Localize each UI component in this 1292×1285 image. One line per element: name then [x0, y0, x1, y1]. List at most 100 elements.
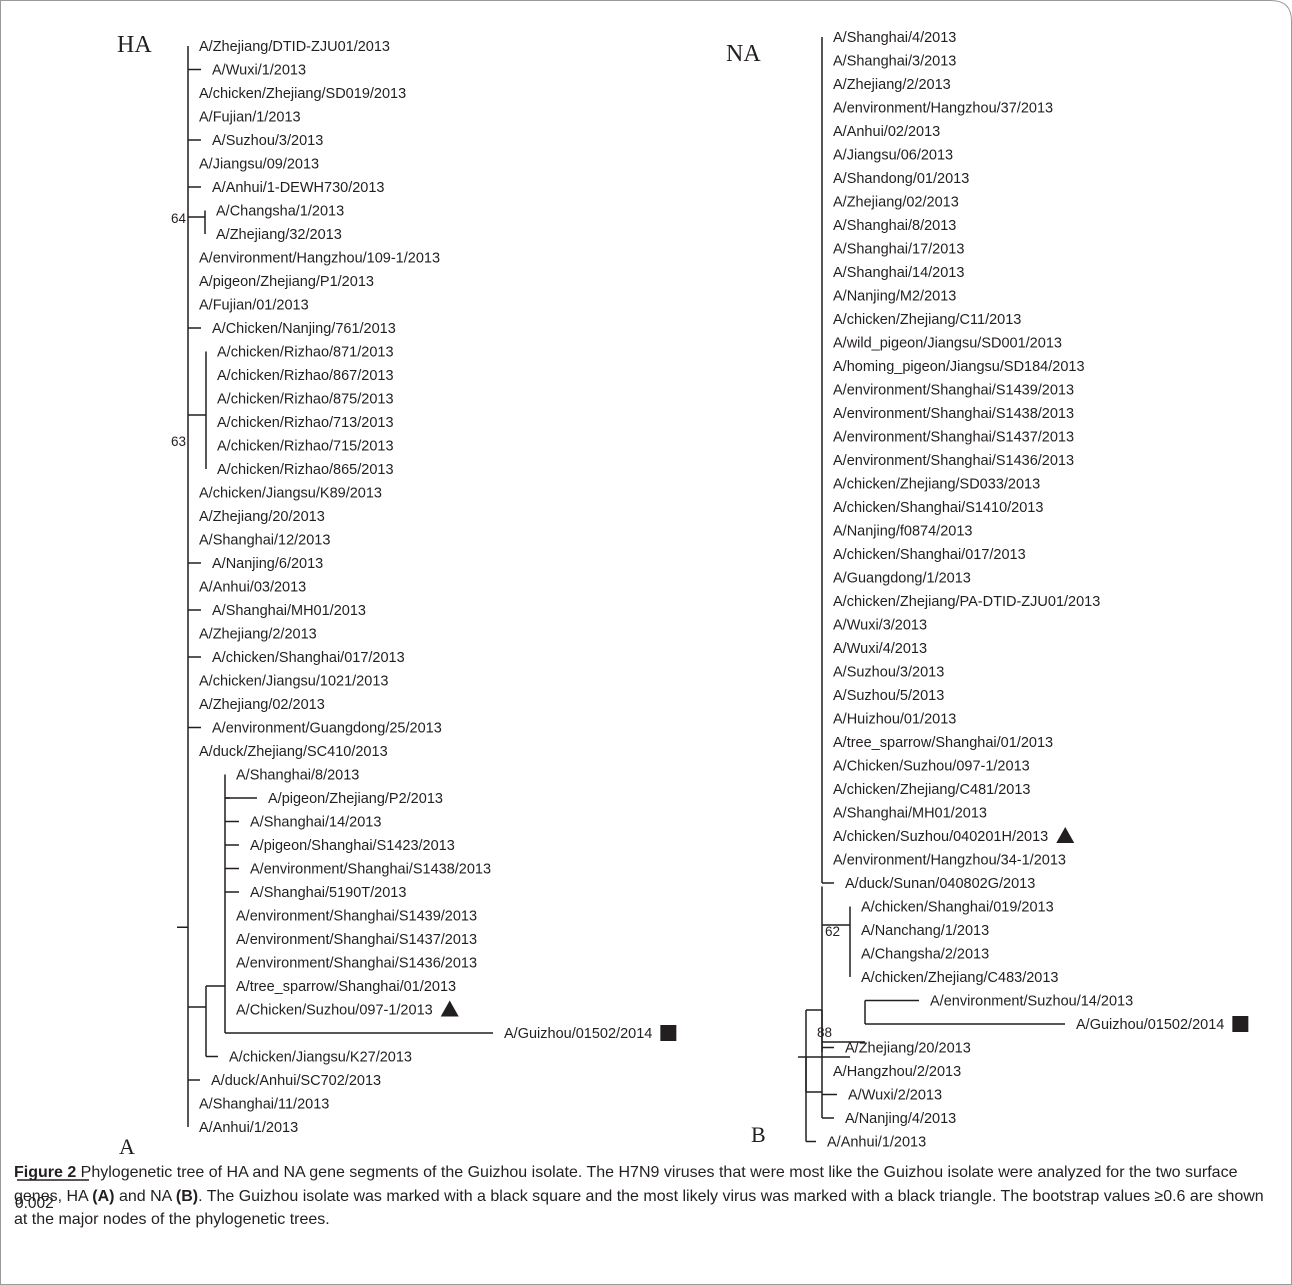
- na-leaf-a-zhejiang-02-2013: A/Zhejiang/02/2013: [833, 195, 959, 211]
- ha-leaf-a-shanghai-8-2013: A/Shanghai/8/2013: [236, 768, 359, 784]
- ha-leaf-a-changsha-1-2013: A/Changsha/1/2013: [216, 204, 344, 220]
- ha-leaf-a-chicken-zhejiang-sd019-2013: A/chicken/Zhejiang/SD019/2013: [199, 86, 406, 102]
- ha-bootstrap-labels: 64 63: [171, 211, 187, 449]
- ha-leaf-a-zhejiang-20-2013: A/Zhejiang/20/2013: [199, 509, 325, 525]
- na-square-marker: [1232, 1016, 1249, 1032]
- scale-bar-label: 0.002: [15, 1195, 54, 1212]
- caption-panel-ref: (B): [175, 1187, 199, 1205]
- na-leaf-a-nanjing-f0874-2013: A/Nanjing/f0874/2013: [833, 524, 972, 540]
- na-leaf-a-chicken-shanghai-017-2013: A/chicken/Shanghai/017/2013: [833, 547, 1026, 563]
- ha-bootstrap-63: 63: [171, 434, 186, 449]
- ha-square-marker: [660, 1025, 677, 1041]
- ha-leaf-a-duck-zhejiang-sc410-2013: A/duck/Zhejiang/SC410/2013: [199, 744, 388, 760]
- na-triangle-marker: [1056, 827, 1075, 843]
- na-leaf-a-chicken-zhejiang-c483-2013: A/chicken/Zhejiang/C483/2013: [861, 970, 1059, 986]
- ha-panel-title: HA: [117, 32, 152, 58]
- ha-leaf-a-zhejiang-2-2013: A/Zhejiang/2/2013: [199, 627, 317, 643]
- ha-leaf-a-pigeon-zhejiang-p1-2013: A/pigeon/Zhejiang/P1/2013: [199, 274, 374, 290]
- ha-leaves: A/Zhejiang/DTID-ZJU01/2013 A/Wuxi/1/2013 A…: [199, 39, 677, 1136]
- na-leaf-a-chicken-shanghai-019-2013: A/chicken/Shanghai/019/2013: [861, 900, 1054, 916]
- na-leaf-a-suzhou-5-2013: A/Suzhou/5/2013: [833, 688, 944, 704]
- ha-leaf-a-shanghai-11-2013: A/Shanghai/11/2013: [199, 1097, 329, 1113]
- na-leaf-a-shanghai-3-2013: A/Shanghai/3/2013: [833, 54, 956, 70]
- na-leaf-a-tree-sparrow-shanghai-01-2013: A/tree_sparrow/Shanghai/01/2013: [833, 735, 1053, 751]
- na-leaf-a-guangdong-1-2013: A/Guangdong/1/2013: [833, 571, 971, 587]
- na-leaf-a-environment-suzhou-14-2013: A/environment/Suzhou/14/2013: [930, 994, 1133, 1010]
- na-bootstrap-88: 88: [817, 1025, 832, 1040]
- na-leaf-a-suzhou-3-2013: A/Suzhou/3/2013: [833, 665, 944, 681]
- ha-leaf-a-fujian-1-2013: A/Fujian/1/2013: [199, 110, 301, 126]
- na-leaf-a-chicken-zhejiang-c481-2013: A/chicken/Zhejiang/C481/2013: [833, 782, 1031, 798]
- caption-text: . The Guizhou isolate was marked with a …: [14, 1187, 1264, 1229]
- ha-leaf-a-shanghai-mh01-2013: A/Shanghai/MH01/2013: [212, 603, 366, 619]
- ha-leaf-a-environment-shanghai-s1439-2013: A/environment/Shanghai/S1439/2013: [236, 909, 477, 925]
- ha-leaf-a-nanjing-6-2013: A/Nanjing/6/2013: [212, 556, 323, 572]
- caption-text: and NA: [114, 1187, 176, 1205]
- caption-panel-ref: (A): [92, 1187, 115, 1205]
- na-bootstrap-labels: 62 88: [817, 924, 840, 1040]
- ha-leaf-a-chicken-rizhao-867-2013: A/chicken/Rizhao/867/2013: [217, 368, 394, 384]
- na-leaf-a-anhui-1-2013: A/Anhui/1/2013: [827, 1135, 926, 1151]
- na-leaf-a-chicken-shanghai-s1410-2013: A/chicken/Shanghai/S1410/2013: [833, 500, 1043, 516]
- na-leaf-a-wuxi-3-2013: A/Wuxi/3/2013: [833, 618, 927, 634]
- ha-leaf-a-guizhou-01502-2014: A/Guizhou/01502/2014: [504, 1026, 652, 1042]
- ha-leaf-a-shanghai-12-2013: A/Shanghai/12/2013: [199, 533, 330, 549]
- na-leaf-a-shanghai-mh01-2013: A/Shanghai/MH01/2013: [833, 806, 987, 822]
- caption-text: Phylogenetic tree of HA and NA gene segm…: [14, 1164, 1238, 1205]
- caption-body: Phylogenetic tree of HA and NA gene segm…: [14, 1164, 1264, 1228]
- ha-leaf-a-chicken-nanjing-761-2013: A/Chicken/Nanjing/761/2013: [212, 321, 396, 337]
- na-leaf-a-environment-shanghai-s1439-2013: A/environment/Shanghai/S1439/2013: [833, 383, 1074, 399]
- na-leaf-a-shanghai-17-2013: A/Shanghai/17/2013: [833, 242, 964, 258]
- na-leaf-a-shanghai-14-2013: A/Shanghai/14/2013: [833, 265, 964, 281]
- na-leaf-a-nanjing-4-2013: A/Nanjing/4/2013: [845, 1111, 956, 1127]
- ha-leaf-a-environment-shanghai-s1437-2013: A/environment/Shanghai/S1437/2013: [236, 932, 477, 948]
- ha-leaf-a-jiangsu-09-2013: A/Jiangsu/09/2013: [199, 157, 319, 173]
- ha-leaf-a-chicken-rizhao-875-2013: A/chicken/Rizhao/875/2013: [217, 392, 394, 408]
- ha-leaf-a-anhui-1-dewh730-2013: A/Anhui/1-DEWH730/2013: [212, 180, 385, 196]
- ha-leaf-a-chicken-rizhao-871-2013: A/chicken/Rizhao/871/2013: [217, 345, 394, 361]
- na-leaf-a-environment-shanghai-s1437-2013: A/environment/Shanghai/S1437/2013: [833, 430, 1074, 446]
- ha-leaf-a-chicken-rizhao-713-2013: A/chicken/Rizhao/713/2013: [217, 415, 394, 431]
- na-leaf-a-chicken-zhejiang-pa-dtid-zju01-2013: A/chicken/Zhejiang/PA-DTID-ZJU01/2013: [833, 594, 1100, 610]
- ha-leaf-a-shanghai-14-2013: A/Shanghai/14/2013: [250, 815, 381, 831]
- na-bootstrap-62: 62: [825, 924, 840, 939]
- ha-leaf-a-anhui-03-2013: A/Anhui/03/2013: [199, 580, 306, 596]
- ha-leaf-a-chicken-jiangsu-1021-2013: A/chicken/Jiangsu/1021/2013: [199, 674, 388, 690]
- ha-leaf-a-environment-shanghai-s1436-2013: A/environment/Shanghai/S1436/2013: [236, 956, 477, 972]
- na-leaf-a-shandong-01-2013: A/Shandong/01/2013: [833, 171, 969, 187]
- ha-leaf-a-tree-sparrow-shanghai-01-2013: A/tree_sparrow/Shanghai/01/2013: [236, 979, 456, 995]
- ha-leaf-a-chicken-jiangsu-k27-2013: A/chicken/Jiangsu/K27/2013: [229, 1050, 412, 1066]
- ha-panel-letter: A: [119, 1134, 135, 1159]
- ha-leaf-a-pigeon-zhejiang-p2-2013: A/pigeon/Zhejiang/P2/2013: [268, 791, 443, 807]
- na-leaf-a-chicken-suzhou-040201h-2013: A/chicken/Suzhou/040201H/2013: [833, 829, 1048, 845]
- ha-leaf-a-environment-hangzhou-109-1-2013: A/environment/Hangzhou/109-1/2013: [199, 251, 440, 267]
- na-leaves: A/Shanghai/4/2013 A/Shanghai/3/2013 A/Zhej…: [827, 30, 1249, 1151]
- na-leaf-a-hangzhou-2-2013: A/Hangzhou/2/2013: [833, 1064, 961, 1080]
- ha-leaf-a-zhejiang-32-2013: A/Zhejiang/32/2013: [216, 227, 342, 243]
- ha-triangle-marker: [440, 1000, 459, 1017]
- caption-label: Figure 2: [14, 1164, 77, 1181]
- na-leaf-a-guizhou-01502-2014: A/Guizhou/01502/2014: [1076, 1017, 1224, 1033]
- na-leaf-a-nanjing-m2-2013: A/Nanjing/M2/2013: [833, 289, 956, 305]
- na-leaf-a-wuxi-2-2013: A/Wuxi/2/2013: [848, 1088, 942, 1104]
- ha-leaf-a-chicken-jiangsu-k89-2013: A/chicken/Jiangsu/K89/2013: [199, 486, 382, 502]
- na-panel-title: NA: [726, 41, 761, 67]
- figure-caption: Figure 2 Phylogenetic tree of HA and NA …: [14, 1161, 1276, 1232]
- na-leaf-a-wuxi-4-2013: A/Wuxi/4/2013: [833, 641, 927, 657]
- na-leaf-a-chicken-suzhou-097-1-2013: A/Chicken/Suzhou/097-1/2013: [833, 759, 1030, 775]
- ha-leaf-a-zhejiang-02-2013: A/Zhejiang/02/2013: [199, 697, 325, 713]
- ha-leaf-a-fujian-01-2013: A/Fujian/01/2013: [199, 298, 309, 314]
- na-leaf-a-environment-shanghai-s1436-2013: A/environment/Shanghai/S1436/2013: [833, 453, 1074, 469]
- ha-bootstrap-64: 64: [171, 211, 187, 226]
- na-leaf-a-zhejiang-20-2013: A/Zhejiang/20/2013: [845, 1041, 971, 1057]
- na-leaf-a-changsha-2-2013: A/Changsha/2/2013: [861, 947, 989, 963]
- na-leaf-a-jiangsu-06-2013: A/Jiangsu/06/2013: [833, 148, 953, 164]
- na-leaf-a-environment-hangzhou-37-2013: A/environment/Hangzhou/37/2013: [833, 101, 1053, 117]
- ha-leaf-a-wuxi-1-2013: A/Wuxi/1/2013: [212, 63, 306, 79]
- na-leaf-a-huizhou-01-2013: A/Huizhou/01/2013: [833, 712, 956, 728]
- na-leaf-a-nanchang-1-2013: A/Nanchang/1/2013: [861, 923, 989, 939]
- ha-leaf-a-anhui-1-2013: A/Anhui/1/2013: [199, 1120, 298, 1136]
- na-branches: [798, 37, 1065, 1143]
